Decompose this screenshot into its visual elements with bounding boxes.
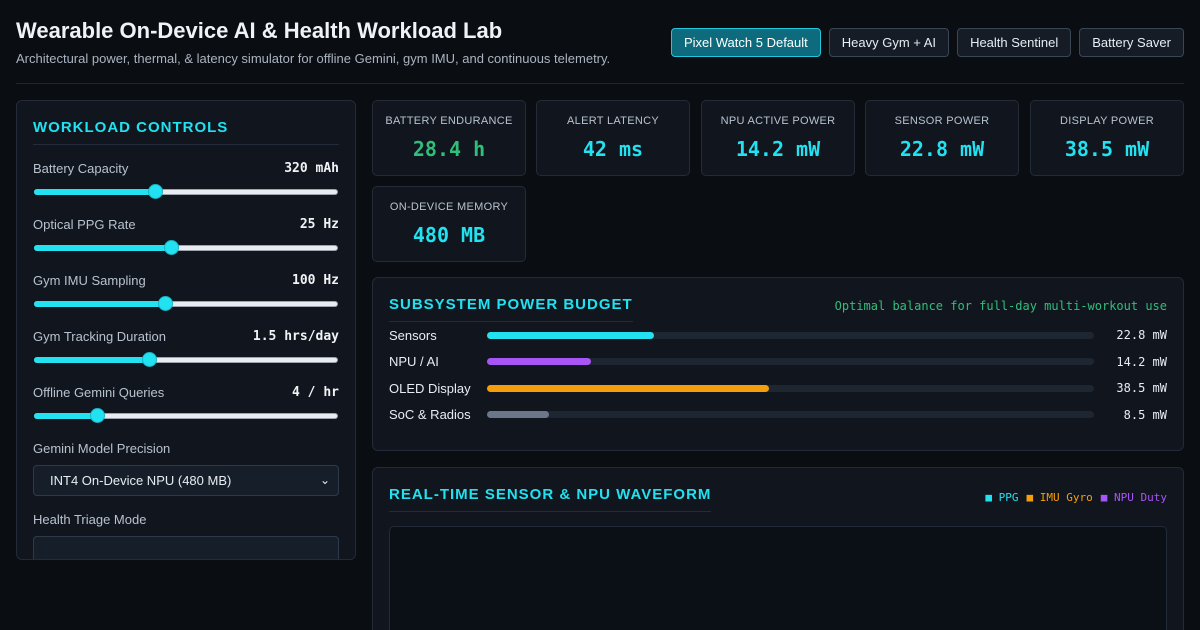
workload-controls-panel: WORKLOAD CONTROLS Battery Capacity 320 m… xyxy=(16,100,356,560)
imu-sampling-slider[interactable] xyxy=(33,293,339,313)
metric-label: ON-DEVICE MEMORY xyxy=(389,201,509,213)
gemini-queries-control: Offline Gemini Queries 4 / hr xyxy=(33,385,339,425)
gemini-queries-label: Offline Gemini Queries xyxy=(33,385,165,400)
preset-bar: Pixel Watch 5 Default Heavy Gym + AI Hea… xyxy=(670,28,1184,57)
budget-row-value: 14.2 mW xyxy=(1116,354,1167,369)
slider-thumb[interactable] xyxy=(90,408,106,423)
precision-select-value: INT4 On-Device NPU (480 MB) xyxy=(50,473,232,488)
ppg-rate-control: Optical PPG Rate 25 Hz xyxy=(33,217,339,257)
metric-label: BATTERY ENDURANCE xyxy=(385,115,513,127)
preset-health-sentinel-button[interactable]: Health Sentinel xyxy=(957,28,1072,57)
budget-row-soc: SoC & Radios 8.5 mW xyxy=(389,402,1167,429)
waveform-legend: ■ PPG ■ IMU Gyro ■ NPU Duty xyxy=(985,491,1167,504)
slider-thumb[interactable] xyxy=(148,184,164,199)
gym-duration-control: Gym Tracking Duration 1.5 hrs/day xyxy=(33,329,339,369)
budget-row-name: NPU / AI xyxy=(389,354,439,370)
waveform-canvas xyxy=(389,526,1167,630)
metric-value: 28.4 h xyxy=(412,137,486,161)
budget-bar-fill xyxy=(487,384,769,392)
budget-bar-fill xyxy=(487,331,654,339)
precision-select[interactable]: INT4 On-Device NPU (480 MB) ⌄ xyxy=(33,465,339,496)
precision-label: Gemini Model Precision xyxy=(33,441,171,456)
metric-value: 14.2 mW xyxy=(735,137,821,161)
slider-thumb[interactable] xyxy=(157,296,173,311)
metric-value: 22.8 mW xyxy=(899,137,985,161)
metric-battery-endurance: BATTERY ENDURANCE 28.4 h xyxy=(372,100,526,176)
budget-title: SUBSYSTEM POWER BUDGET xyxy=(389,296,633,322)
budget-bar-track xyxy=(487,411,1094,419)
budget-bar-fill xyxy=(487,411,550,419)
imu-sampling-label: Gym IMU Sampling xyxy=(33,273,146,288)
metric-display-power: DISPLAY POWER 38.5 mW xyxy=(1030,100,1184,176)
metric-on-device-memory: ON-DEVICE MEMORY 480 MB xyxy=(372,186,526,262)
metric-alert-latency: ALERT LATENCY 42 ms xyxy=(536,100,690,176)
metric-value: 38.5 mW xyxy=(1064,137,1150,161)
imu-sampling-control: Gym IMU Sampling 100 Hz xyxy=(33,273,339,313)
metric-label: NPU ACTIVE POWER xyxy=(720,115,836,127)
preset-heavy-gym-ai-button[interactable]: Heavy Gym + AI xyxy=(828,28,950,57)
ppg-rate-slider[interactable] xyxy=(33,237,339,257)
gym-duration-label: Gym Tracking Duration xyxy=(33,329,166,344)
triage-label: Health Triage Mode xyxy=(33,512,147,527)
metric-value: 480 MB xyxy=(412,223,486,247)
budget-row-name: Sensors xyxy=(389,327,437,343)
battery-capacity-slider[interactable] xyxy=(33,181,339,201)
gym-duration-value: 1.5 hrs/day xyxy=(252,329,339,344)
page-title: Wearable On-Device AI & Health Workload … xyxy=(16,18,503,43)
budget-row-sensors: Sensors 22.8 mW xyxy=(389,322,1167,349)
triage-select[interactable] xyxy=(33,536,339,559)
metric-npu-active-power: NPU ACTIVE POWER 14.2 mW xyxy=(701,100,855,176)
budget-bar-fill xyxy=(487,358,591,366)
budget-row-name: SoC & Radios xyxy=(389,407,471,423)
budget-row-value: 38.5 mW xyxy=(1116,381,1167,396)
page-subtitle: Architectural power, thermal, & latency … xyxy=(16,51,611,66)
budget-bar-track xyxy=(487,358,1094,366)
budget-row-npu: NPU / AI 14.2 mW xyxy=(389,349,1167,376)
waveform-title: REAL-TIME SENSOR & NPU WAVEFORM xyxy=(389,486,712,512)
preset-battery-saver-button[interactable]: Battery Saver xyxy=(1079,28,1184,57)
budget-bar-track xyxy=(487,331,1094,339)
waveform-panel: REAL-TIME SENSOR & NPU WAVEFORM ■ PPG ■ … xyxy=(372,467,1184,630)
budget-status-note: Optimal balance for full-day multi-worko… xyxy=(834,299,1167,313)
gym-duration-slider[interactable] xyxy=(33,349,339,369)
budget-row-display: OLED Display 38.5 mW xyxy=(389,375,1167,402)
header: Wearable On-Device AI & Health Workload … xyxy=(16,0,1184,84)
chevron-down-icon: ⌄ xyxy=(319,473,330,487)
gemini-queries-value: 4 / hr xyxy=(292,385,339,400)
metric-label: SENSOR POWER xyxy=(894,115,990,127)
metric-value: 42 ms xyxy=(582,137,644,161)
ppg-rate-value: 25 Hz xyxy=(299,217,339,232)
budget-bar-track xyxy=(487,384,1094,392)
battery-capacity-value: 320 mAh xyxy=(284,161,339,176)
gemini-queries-slider[interactable] xyxy=(33,405,339,425)
imu-sampling-value: 100 Hz xyxy=(292,273,339,288)
ppg-rate-label: Optical PPG Rate xyxy=(33,217,136,232)
budget-row-value: 22.8 mW xyxy=(1116,328,1167,343)
legend-imu-gyro: ■ IMU Gyro xyxy=(1026,491,1093,504)
metric-sensor-power: SENSOR POWER 22.8 mW xyxy=(865,100,1019,176)
preset-pixel-watch-5-default-button[interactable]: Pixel Watch 5 Default xyxy=(670,28,821,57)
slider-thumb[interactable] xyxy=(142,352,158,367)
metric-label: DISPLAY POWER xyxy=(1060,115,1154,127)
budget-row-name: OLED Display xyxy=(389,380,471,396)
controls-title: WORKLOAD CONTROLS xyxy=(33,119,339,145)
slider-thumb[interactable] xyxy=(163,240,179,255)
battery-capacity-control: Battery Capacity 320 mAh xyxy=(33,161,339,201)
battery-capacity-label: Battery Capacity xyxy=(33,161,129,176)
budget-row-value: 8.5 mW xyxy=(1123,407,1167,422)
legend-ppg: ■ PPG xyxy=(985,491,1019,504)
metric-label: ALERT LATENCY xyxy=(567,115,659,127)
legend-npu-duty: ■ NPU Duty xyxy=(1100,491,1167,504)
power-budget-panel: SUBSYSTEM POWER BUDGET Optimal balance f… xyxy=(372,277,1184,451)
